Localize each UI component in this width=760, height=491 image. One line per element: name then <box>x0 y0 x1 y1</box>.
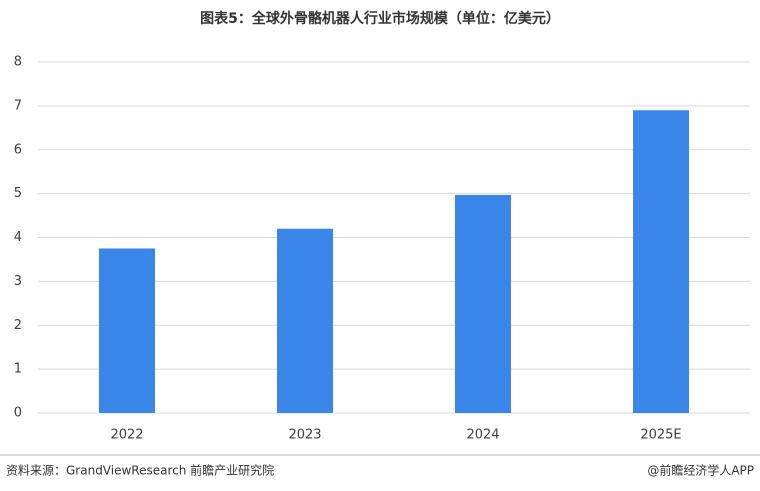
y-tick-label: 6 <box>14 142 22 157</box>
chart-title: 图表5：全球外骨骼机器人行业市场规模（单位：亿美元） <box>200 10 560 27</box>
credit: @前瞻经济学人APP <box>647 463 754 478</box>
bar <box>99 248 155 413</box>
x-tick-label: 2022 <box>110 428 143 443</box>
bar <box>277 228 333 413</box>
y-tick-label: 0 <box>14 406 22 421</box>
bar <box>633 110 689 413</box>
source: 资料来源：GrandViewResearch 前瞻产业研究院 <box>6 463 274 478</box>
y-tick-label: 1 <box>14 362 22 377</box>
y-tick-label: 5 <box>14 186 22 201</box>
x-tick-label: 2025E <box>640 428 681 443</box>
bar <box>455 194 511 413</box>
y-tick-label: 8 <box>14 55 22 70</box>
y-tick-label: 4 <box>14 230 22 245</box>
y-tick-label: 2 <box>14 318 22 333</box>
x-tick-label: 2023 <box>288 428 321 443</box>
x-tick-label: 2024 <box>466 428 499 443</box>
y-tick-label: 3 <box>14 274 22 289</box>
y-tick-label: 7 <box>14 98 22 113</box>
